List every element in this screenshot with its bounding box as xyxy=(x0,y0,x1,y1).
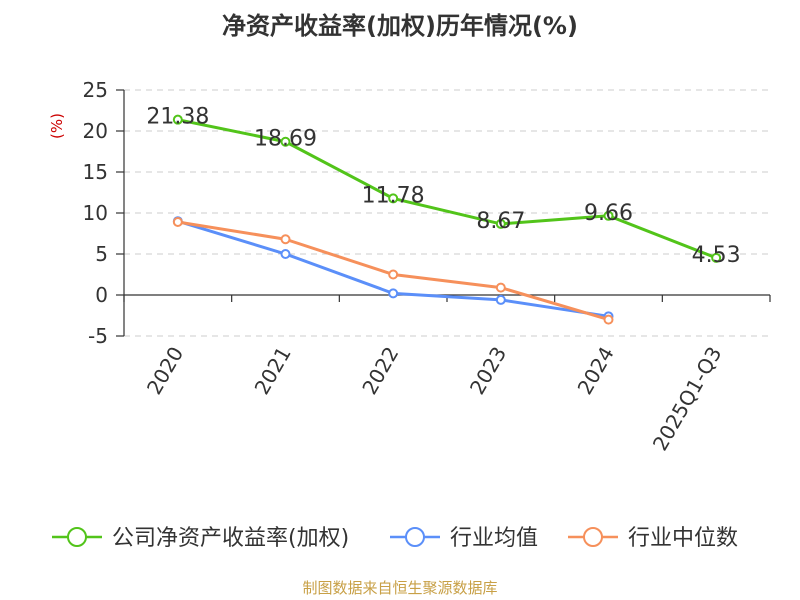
chart-title: 净资产收益率(加权)历年情况(%) xyxy=(222,12,578,40)
legend: 公司净资产收益率(加权) 行业均值 行业中位数 xyxy=(52,526,738,551)
data-point xyxy=(280,234,291,245)
data-point xyxy=(495,282,506,293)
legend-label: 公司净资产收益率(加权) xyxy=(112,526,349,551)
series-line xyxy=(177,219,609,318)
x-tick-label: 2023 xyxy=(465,343,511,399)
data-label: 9.66 xyxy=(584,201,633,226)
legend-marker xyxy=(583,527,603,547)
legend-item[interactable]: 行业中位数 xyxy=(568,526,738,551)
y-tick-label: 0 xyxy=(95,283,108,307)
data-point xyxy=(388,288,399,299)
data-point xyxy=(388,269,399,280)
x-tick-label: 2020 xyxy=(142,343,188,399)
data-label: 8.67 xyxy=(476,209,525,234)
legend-label: 行业均值 xyxy=(450,526,538,551)
data-point xyxy=(280,136,291,147)
x-tick-label: 2025Q1-Q3 xyxy=(648,343,727,455)
y-tick-label: 20 xyxy=(83,119,108,143)
data-point xyxy=(280,249,291,259)
axes: -5 0 5 10 15 20 25 2020 2021 2022 2023 2024 2025Q1-Q… xyxy=(83,78,771,455)
data-label: 4.53 xyxy=(692,243,741,268)
data-point xyxy=(495,294,506,305)
data-label: 21.38 xyxy=(146,105,209,130)
series-0 xyxy=(172,114,722,263)
data-point xyxy=(172,114,183,125)
data-point xyxy=(603,210,614,221)
data-point xyxy=(172,217,183,228)
data-point xyxy=(711,252,722,263)
data-labels: 21.38 18.69 11.78 8.67 9.66 4.53 xyxy=(146,105,740,268)
data-point xyxy=(603,314,614,325)
y-axis-label: (%) xyxy=(48,113,66,139)
y-tick-label: 25 xyxy=(83,78,108,102)
x-tick-label: 2021 xyxy=(250,343,296,399)
legend-label: 行业中位数 xyxy=(628,526,738,551)
y-tick-label: 5 xyxy=(95,242,108,266)
x-tick-label: 2024 xyxy=(573,343,619,399)
data-point xyxy=(388,193,399,204)
series-group xyxy=(172,114,722,325)
legend-item[interactable]: 行业均值 xyxy=(390,526,538,551)
data-point xyxy=(495,218,506,229)
legend-marker xyxy=(67,527,87,547)
y-tick-label: -5 xyxy=(88,324,108,348)
x-tick-label: 2022 xyxy=(357,343,403,399)
series-2 xyxy=(172,217,614,325)
y-tick-label: 10 xyxy=(83,201,108,225)
data-label: 18.69 xyxy=(254,127,317,152)
y-tick-label: 15 xyxy=(83,160,108,184)
source-note: 制图数据来自恒生聚源数据库 xyxy=(302,579,497,597)
legend-item[interactable]: 公司净资产收益率(加权) xyxy=(52,526,349,551)
legend-marker xyxy=(405,527,425,547)
series-line xyxy=(177,118,717,260)
data-label: 11.78 xyxy=(362,183,425,208)
gridlines xyxy=(124,89,770,337)
